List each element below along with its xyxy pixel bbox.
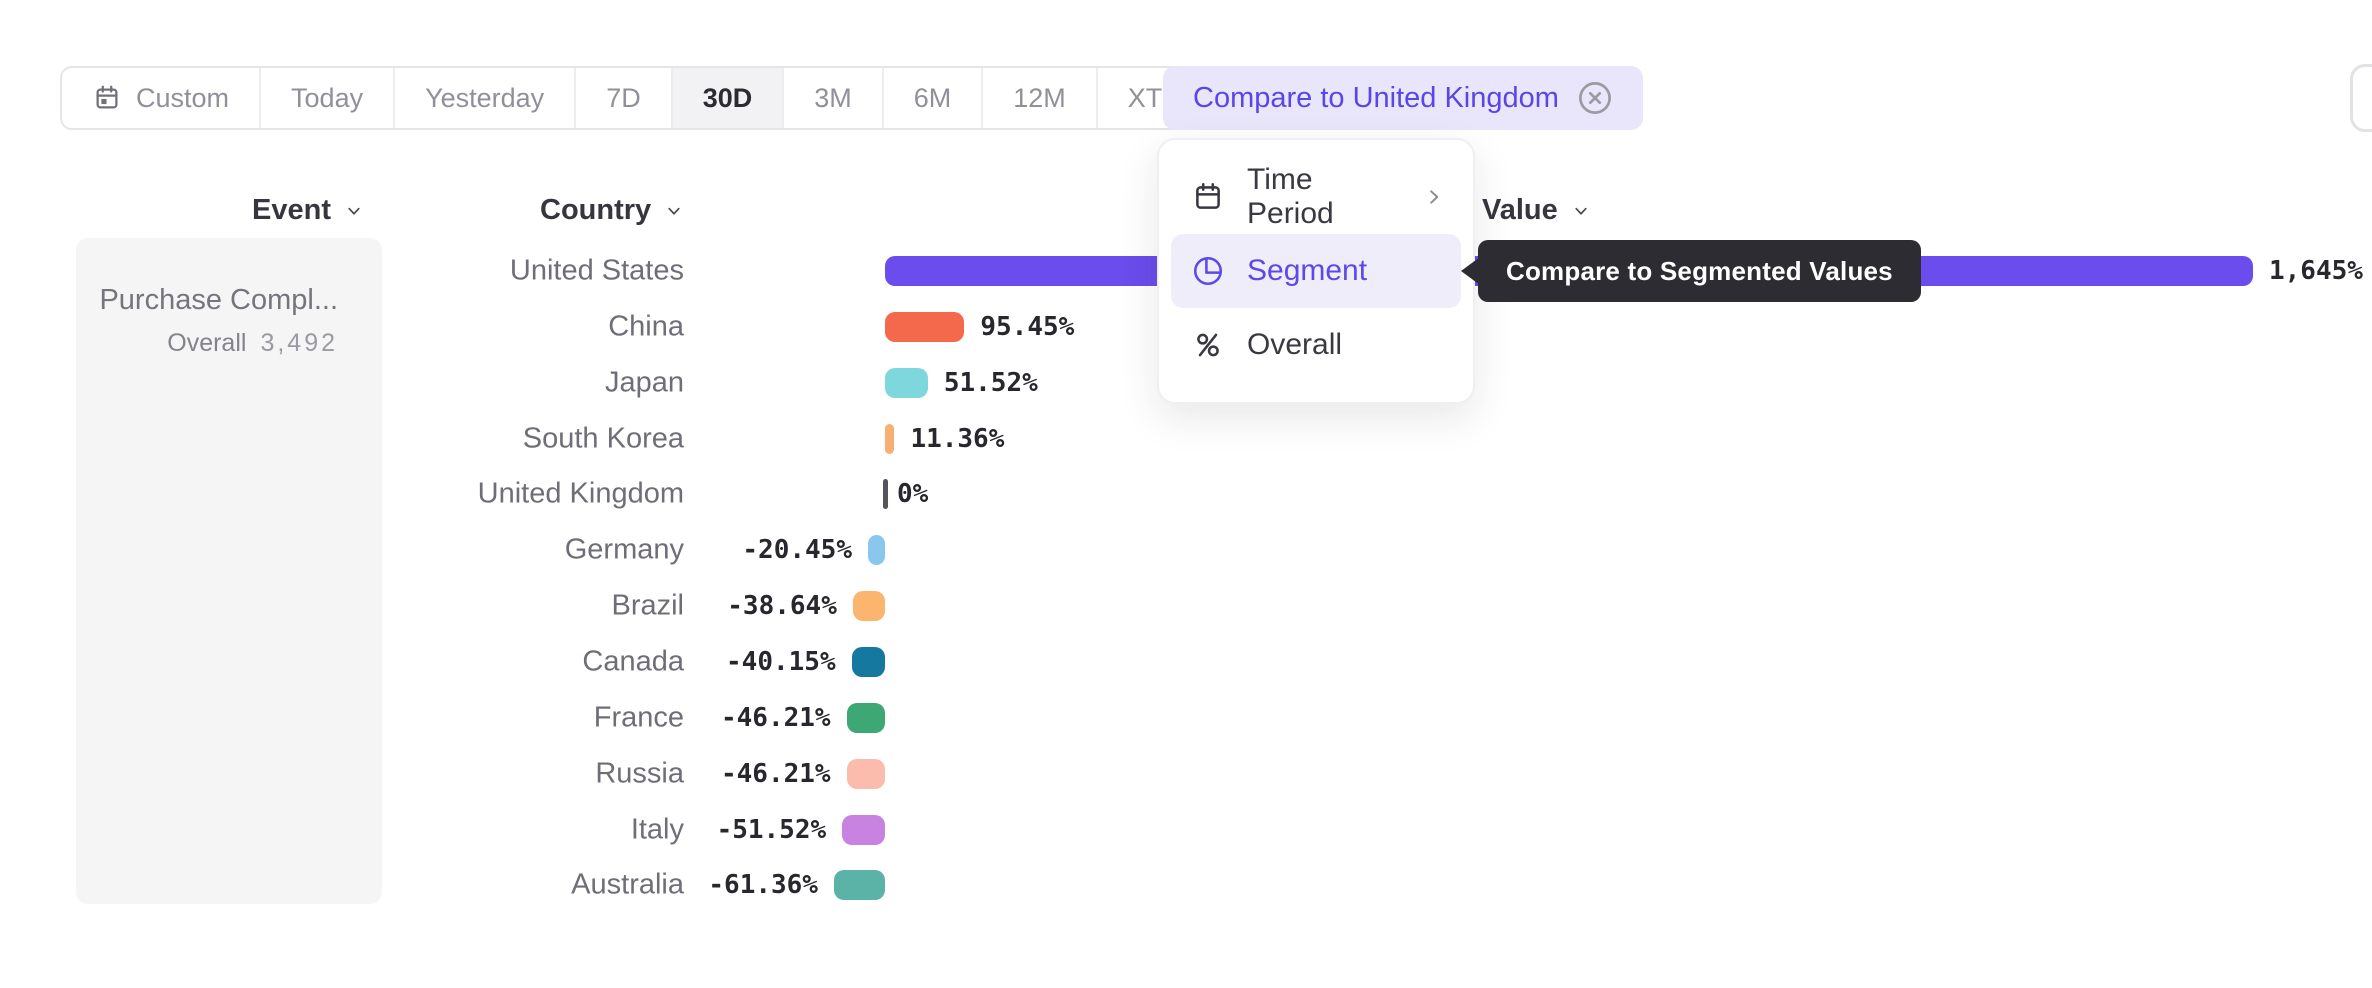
- event-list-item[interactable]: Purchase Compl... Overall 3,492: [99, 284, 338, 358]
- range-button-6m[interactable]: 6M: [883, 68, 984, 128]
- segment-icon: [1191, 254, 1225, 288]
- range-button-7d[interactable]: 7D: [576, 68, 673, 128]
- category-label: China: [608, 310, 684, 343]
- bar[interactable]: [885, 423, 895, 454]
- scrollbar-thumb[interactable]: [2350, 64, 2372, 132]
- value-label: 1,645%: [2269, 256, 2363, 286]
- bar[interactable]: [842, 814, 885, 845]
- compare-chip[interactable]: Compare to United Kingdom: [1163, 66, 1643, 130]
- range-button-label: Custom: [136, 82, 230, 113]
- bar[interactable]: [846, 758, 885, 789]
- percent-icon: [1191, 328, 1225, 362]
- bar[interactable]: [883, 479, 888, 510]
- column-header-event[interactable]: Event: [252, 194, 365, 227]
- chevron-down-icon: [1570, 200, 1592, 222]
- value-label: -51.52%: [716, 814, 827, 845]
- range-button-label: 7D: [606, 82, 641, 113]
- value-label: 11.36%: [910, 423, 1005, 454]
- compare-chip-label: Compare to United Kingdom: [1193, 81, 1559, 114]
- date-range-toolbar: Custom Today Yesterday 7D 30D 3M 6M 12M XTD: [60, 66, 1254, 130]
- tooltip: Compare to Segmented Values: [1461, 240, 1921, 302]
- bar[interactable]: [846, 702, 885, 733]
- bar[interactable]: [885, 311, 965, 342]
- menu-item-label: Segment: [1247, 254, 1368, 287]
- range-button-label: 12M: [1013, 82, 1066, 113]
- range-button-label: Yesterday: [425, 82, 545, 113]
- range-button-yesterday[interactable]: Yesterday: [395, 68, 577, 128]
- chart-row: France -46.21%: [0, 690, 2372, 746]
- bar[interactable]: [867, 535, 885, 566]
- calendar-custom-icon: [92, 83, 122, 113]
- category-label: Japan: [604, 366, 684, 399]
- range-button-label: 30D: [702, 82, 753, 113]
- category-label: Italy: [630, 813, 684, 845]
- event-overall-label: Overall: [167, 329, 247, 357]
- chevron-down-icon: [343, 200, 365, 222]
- chart-row: United Kingdom 0%: [0, 466, 2372, 522]
- menu-item-segment[interactable]: Segment: [1171, 234, 1461, 308]
- category-label: United Kingdom: [477, 477, 684, 510]
- category-label: Canada: [582, 645, 684, 678]
- category-label: United States: [509, 254, 684, 287]
- calendar-icon: [1191, 180, 1225, 214]
- column-header-event-label: Event: [252, 194, 331, 226]
- column-header-value-label: Value: [1482, 194, 1558, 226]
- chart-row: Australia -61.36%: [0, 857, 2372, 913]
- value-label: -40.15%: [726, 646, 836, 677]
- chart-row: Italy -51.52%: [0, 802, 2372, 858]
- event-panel: Purchase Compl... Overall 3,492: [76, 238, 382, 904]
- menu-item-overall[interactable]: Overall: [1171, 308, 1461, 382]
- chevron-right-icon: [1421, 184, 1447, 210]
- chart-row: Russia -46.21%: [0, 746, 2372, 802]
- event-subtitle: Overall 3,492: [99, 329, 338, 358]
- value-label: -38.64%: [727, 591, 837, 622]
- bar[interactable]: [885, 367, 928, 398]
- chart-row: China 95.45%: [0, 299, 2372, 355]
- compare-dropdown-menu: Time Period Segment Overall: [1157, 138, 1475, 404]
- close-circle-icon[interactable]: [1577, 80, 1613, 116]
- chart-row: Brazil -38.64%: [0, 578, 2372, 634]
- bar[interactable]: [851, 646, 885, 677]
- category-label: South Korea: [522, 422, 684, 455]
- column-header-value[interactable]: Value: [1482, 194, 1592, 227]
- value-label: -46.21%: [720, 758, 831, 789]
- chart-row: Canada -40.15%: [0, 634, 2372, 690]
- category-label: Australia: [571, 868, 684, 901]
- value-label: -20.45%: [742, 535, 852, 566]
- category-label: Brazil: [611, 589, 684, 622]
- chart-row: South Korea 11.36%: [0, 411, 2372, 467]
- range-button-label: 6M: [913, 82, 952, 113]
- range-button-label: Today: [291, 82, 364, 113]
- menu-item-label: Overall: [1247, 328, 1343, 361]
- value-label: 51.52%: [943, 367, 1038, 398]
- range-button-3m[interactable]: 3M: [784, 68, 884, 128]
- event-overall-value: 3,492: [260, 329, 338, 357]
- range-button-12m[interactable]: 12M: [983, 68, 1098, 128]
- range-button-30d[interactable]: 30D: [672, 68, 785, 128]
- menu-item-label: Time Period: [1247, 163, 1334, 230]
- category-label: France: [593, 701, 684, 734]
- range-button-label: 3M: [814, 82, 852, 113]
- range-button-today[interactable]: Today: [261, 68, 396, 128]
- chart-row: Japan 51.52%: [0, 355, 2372, 411]
- column-header-country[interactable]: Country: [540, 194, 685, 227]
- column-header-country-label: Country: [540, 194, 652, 226]
- value-label: -46.21%: [720, 702, 831, 733]
- chevron-down-icon: [663, 200, 685, 222]
- event-title: Purchase Compl...: [99, 284, 338, 316]
- value-label: 95.45%: [980, 311, 1075, 342]
- tooltip-text: Compare to Segmented Values: [1506, 255, 1893, 286]
- menu-item-time-period[interactable]: Time Period: [1171, 160, 1461, 234]
- category-label: Russia: [595, 757, 684, 790]
- chart-row: Germany -20.45%: [0, 522, 2372, 578]
- category-label: Germany: [564, 533, 684, 566]
- tooltip-arrow: [1461, 257, 1480, 285]
- bar[interactable]: [852, 591, 885, 622]
- bar[interactable]: [833, 870, 885, 901]
- range-button-custom[interactable]: Custom: [62, 68, 262, 128]
- value-label: -61.36%: [708, 870, 818, 901]
- value-label: 0%: [897, 479, 929, 510]
